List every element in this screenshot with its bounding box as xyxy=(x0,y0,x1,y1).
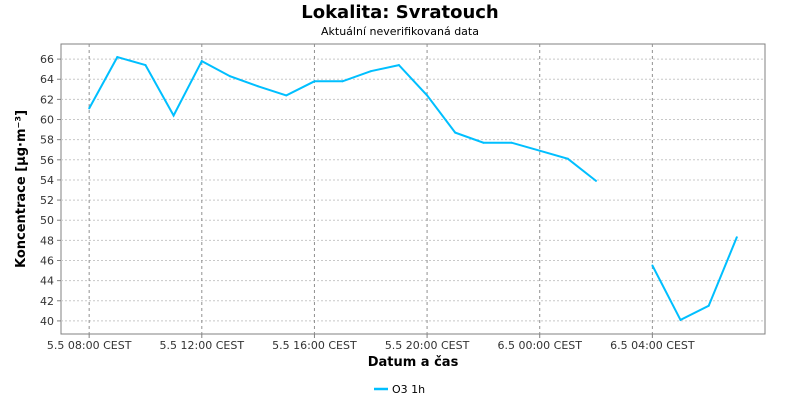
data-point xyxy=(510,141,513,144)
series-layer xyxy=(88,55,738,322)
data-point xyxy=(482,141,485,144)
data-point xyxy=(369,70,372,73)
x-tick-label: 5.5 12:00 CEST xyxy=(160,339,245,352)
data-point xyxy=(257,85,260,88)
y-tick-label: 48 xyxy=(40,234,54,247)
data-point xyxy=(566,157,569,160)
data-point xyxy=(538,149,541,152)
y-tick-label: 56 xyxy=(40,154,54,167)
data-point xyxy=(172,114,175,117)
axis-layer: 40 42 44 46 48 50 52 54 56 58 60 62 64 66 5.5 08:00 CE… xyxy=(40,53,695,352)
data-point xyxy=(200,60,203,63)
data-point xyxy=(735,236,738,239)
legend-label-o3: O3 1h xyxy=(392,383,425,396)
data-point xyxy=(426,94,429,97)
x-tick-label: 5.5 08:00 CEST xyxy=(47,339,132,352)
data-point xyxy=(595,179,597,182)
chart-subtitle: Aktuální neverifikovaná data xyxy=(321,25,479,38)
y-tick-label: 60 xyxy=(40,114,54,127)
chart-title: Lokalita: Svratouch xyxy=(301,2,499,23)
y-axis-label: Koncentrace [µg·m⁻³] xyxy=(14,110,29,268)
y-tick-label: 50 xyxy=(40,214,54,227)
data-point xyxy=(397,64,400,67)
data-point xyxy=(651,264,654,267)
grid-layer xyxy=(61,44,765,334)
data-point xyxy=(229,75,231,78)
y-tick-label: 58 xyxy=(40,134,54,147)
series-line-o3-segment-2 xyxy=(651,236,738,322)
legend: O3 1h xyxy=(374,383,425,396)
x-axis-label: Datum a čas xyxy=(368,355,459,370)
y-tick-label: 54 xyxy=(40,174,54,187)
y-tick-label: 62 xyxy=(40,93,54,106)
data-point xyxy=(313,80,316,83)
y-tick-label: 42 xyxy=(40,295,54,308)
y-tick-label: 52 xyxy=(40,194,54,207)
data-point xyxy=(679,318,682,321)
data-point xyxy=(88,107,91,110)
x-tick-label: 5.5 20:00 CEST xyxy=(385,339,470,352)
x-tick-label: 6.5 00:00 CEST xyxy=(497,339,582,352)
data-point xyxy=(341,80,344,83)
data-point xyxy=(454,131,457,134)
y-tick-label: 64 xyxy=(40,73,54,86)
data-point xyxy=(707,304,710,307)
x-tick-label: 6.5 04:00 CEST xyxy=(610,339,695,352)
y-tick-label: 40 xyxy=(40,315,54,328)
x-tick-label: 5.5 16:00 CEST xyxy=(272,339,357,352)
y-tick-label: 44 xyxy=(40,275,54,288)
y-tick-label: 66 xyxy=(40,53,54,66)
data-point xyxy=(285,94,288,97)
y-tick-label: 46 xyxy=(40,254,54,267)
data-point xyxy=(116,56,119,59)
plot-area xyxy=(60,43,766,335)
data-point xyxy=(144,64,147,67)
